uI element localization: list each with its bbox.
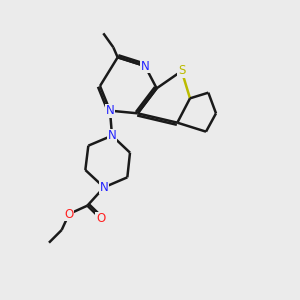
Text: N: N [141,59,149,73]
Text: N: N [106,104,114,117]
Text: S: S [178,64,185,77]
Text: N: N [100,181,108,194]
Text: O: O [64,208,74,220]
Text: N: N [108,129,116,142]
Text: O: O [96,212,105,225]
